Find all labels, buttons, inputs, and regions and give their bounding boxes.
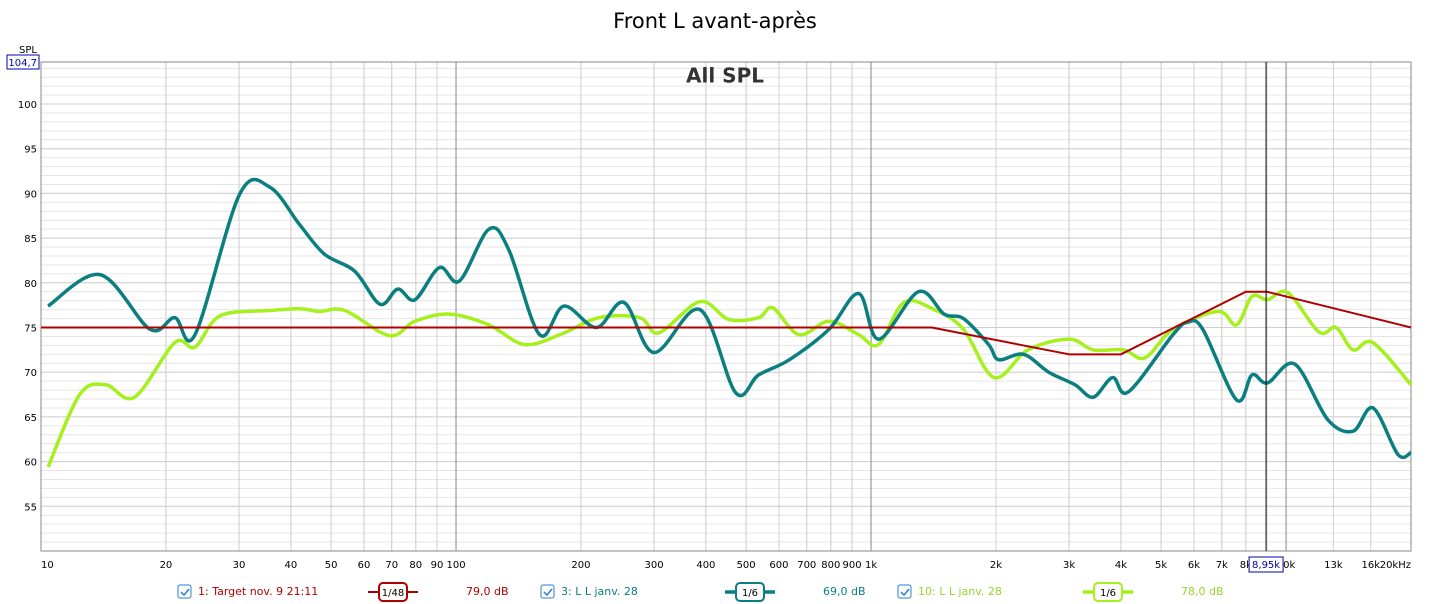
cursor-label: 8,95k	[1252, 560, 1280, 571]
x-tick-label: 900	[843, 560, 862, 571]
x-tick-label: 10k	[1277, 560, 1296, 571]
x-tick-label: 60	[358, 560, 371, 571]
x-tick-label: 1k	[865, 560, 877, 571]
x-tick-label: 800	[821, 560, 840, 571]
legend-checkbox[interactable]	[177, 584, 192, 599]
x-tick-label: 700	[797, 560, 816, 571]
x-tick-label: 13k	[1324, 560, 1343, 571]
x-tick-label: 8k	[1240, 560, 1252, 571]
legend-checkbox[interactable]	[897, 584, 912, 599]
checkmark	[900, 588, 910, 597]
x-tick-label: 16k	[1362, 560, 1381, 571]
plot-label: All SPL	[686, 64, 764, 88]
chart-title: Front L avant-après	[613, 9, 817, 33]
plot	[41, 62, 1413, 551]
series-line	[41, 290, 1412, 356]
x-tick-label: 10	[41, 560, 54, 571]
smoothing-box[interactable]	[1093, 582, 1123, 602]
x-tick-label: 4k	[1115, 560, 1127, 571]
plot-frame	[40, 61, 1412, 552]
x-tick-label: 2k	[990, 560, 1002, 571]
series-line	[46, 289, 1413, 468]
x-tick-label: 7k	[1216, 560, 1228, 571]
series-line	[47, 177, 1412, 460]
smoothing-box[interactable]	[735, 582, 765, 602]
y-tick-label: 65	[24, 413, 37, 424]
cursor-value: 69,0 dB	[823, 585, 866, 598]
labels: 55 60 65 70 75 80 85 90 95 100 104,7 10 20 30 40 50 60 70…	[6, 54, 1411, 573]
cursor-box	[1248, 556, 1284, 573]
y-tick-label: 55	[24, 502, 37, 513]
x-tick-label: 400	[696, 560, 715, 571]
y-axis-label: SPL	[19, 45, 37, 56]
legend: 1: Target nov. 9 21:11 1/48 79,0 dB 3: L L …	[177, 582, 1224, 602]
y-tick-label: 70	[24, 368, 37, 379]
legend-checkbox[interactable]	[540, 584, 555, 599]
x-tick-label: 70	[385, 560, 398, 571]
x-tick-label: 20kHz	[1380, 560, 1411, 571]
x-tick-label: 200	[571, 560, 590, 571]
x-tick-label: 30	[233, 560, 246, 571]
x-tick-label: 600	[769, 560, 788, 571]
x-tick-label: 40	[285, 560, 298, 571]
y-tick-label: 104,7	[8, 58, 37, 69]
legend-label: 3: L L janv. 28	[561, 585, 638, 598]
x-tick-label: 50	[325, 560, 338, 571]
legend-label: 10: L L janv. 28	[918, 585, 1002, 598]
cursor-value: 78,0 dB	[1181, 585, 1224, 598]
smoothing-box[interactable]	[378, 582, 408, 602]
x-tick-label: 500	[737, 560, 756, 571]
y-tick-label: 85	[24, 234, 37, 245]
x-tick-label: 80	[409, 560, 422, 571]
smoothing-label: 1/48	[382, 588, 404, 599]
x-tick-label: 3k	[1063, 560, 1075, 571]
smoothing-label: 1/6	[742, 588, 758, 599]
smoothing-label: 1/6	[1100, 588, 1116, 599]
checkmark	[543, 588, 553, 597]
y-tick-label: 95	[24, 145, 37, 156]
y-tick-label: 75	[24, 324, 37, 335]
y-tick-label: 60	[24, 458, 37, 469]
y-tick-label: 80	[24, 279, 37, 290]
y-tick-label: 90	[24, 189, 37, 200]
x-tick-label: 100	[446, 560, 465, 571]
legend-label: 1: Target nov. 9 21:11	[198, 585, 318, 598]
x-tick-label: 300	[644, 560, 663, 571]
x-tick-label: 6k	[1188, 560, 1200, 571]
x-tick-label: 20	[160, 560, 173, 571]
x-tick-label: 5k	[1155, 560, 1167, 571]
checkmark	[180, 588, 190, 597]
x-tick-label: 90	[431, 560, 444, 571]
y-tick-label: 100	[18, 100, 37, 111]
cursor-value: 79,0 dB	[466, 585, 509, 598]
grid	[40, 61, 1412, 552]
y-value-box	[6, 54, 40, 70]
